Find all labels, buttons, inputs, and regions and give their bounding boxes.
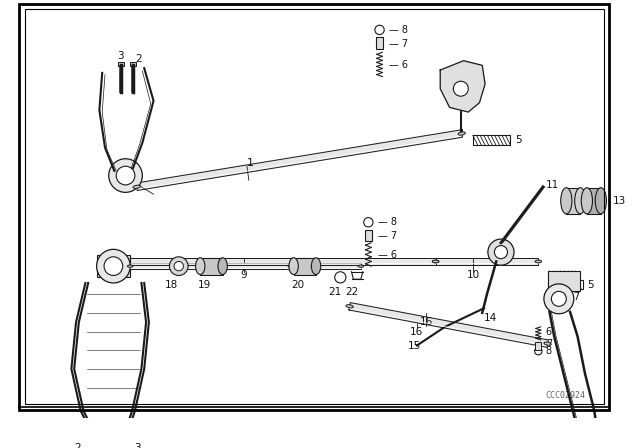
Text: CCC02924: CCC02924 [545,391,585,400]
Circle shape [375,25,384,34]
Text: 2: 2 [135,54,141,64]
Polygon shape [291,263,361,269]
Text: 21: 21 [328,287,341,297]
Ellipse shape [432,260,439,263]
FancyBboxPatch shape [97,255,130,277]
Polygon shape [436,258,538,265]
Circle shape [174,262,184,271]
Circle shape [453,81,468,96]
Circle shape [104,257,123,276]
Text: 5: 5 [515,135,522,145]
Ellipse shape [127,265,133,267]
FancyBboxPatch shape [118,62,124,66]
Ellipse shape [196,258,205,275]
Text: 1: 1 [247,159,254,168]
Circle shape [97,250,130,283]
Ellipse shape [458,132,465,135]
FancyBboxPatch shape [587,188,601,214]
Ellipse shape [358,265,364,267]
Polygon shape [136,130,462,190]
Polygon shape [109,258,436,265]
FancyBboxPatch shape [365,230,372,241]
Ellipse shape [432,260,439,263]
Text: 16: 16 [420,317,433,327]
FancyBboxPatch shape [294,258,316,275]
Text: 11: 11 [546,180,559,190]
FancyBboxPatch shape [376,37,383,49]
Text: 6: 6 [546,327,552,337]
FancyBboxPatch shape [536,342,541,350]
FancyBboxPatch shape [548,280,583,289]
Ellipse shape [346,305,353,308]
Text: 14: 14 [484,313,497,323]
Ellipse shape [544,342,551,345]
Text: 3: 3 [134,443,141,448]
Text: 2: 2 [74,443,81,448]
FancyBboxPatch shape [566,188,580,214]
Ellipse shape [289,258,298,275]
Text: 17: 17 [568,292,581,302]
Ellipse shape [288,265,294,267]
Text: 13: 13 [613,196,627,206]
Text: 5: 5 [587,280,593,290]
Ellipse shape [535,260,541,263]
Circle shape [170,257,188,276]
Text: 9: 9 [241,271,248,280]
Ellipse shape [575,188,586,214]
Text: 3: 3 [118,51,124,61]
Ellipse shape [133,185,140,188]
Text: 10: 10 [467,271,479,280]
Text: 22: 22 [345,287,358,297]
Polygon shape [130,263,305,269]
Circle shape [109,159,142,192]
Text: 4: 4 [458,129,464,138]
Ellipse shape [595,188,607,214]
Ellipse shape [312,258,321,275]
Text: — 8: — 8 [389,25,408,35]
Circle shape [364,218,373,227]
FancyBboxPatch shape [130,62,136,66]
Text: — 8: — 8 [378,217,397,227]
FancyBboxPatch shape [548,271,580,291]
Ellipse shape [106,260,112,263]
Text: — 7: — 7 [389,39,408,49]
Ellipse shape [581,188,593,214]
Polygon shape [440,60,485,112]
Text: 12: 12 [552,292,566,302]
Ellipse shape [561,188,572,214]
Text: 20: 20 [291,280,304,290]
Circle shape [488,239,514,265]
Circle shape [495,246,508,258]
Ellipse shape [218,258,227,275]
Circle shape [552,291,566,306]
Ellipse shape [302,265,308,267]
Text: — 6: — 6 [389,60,408,70]
Text: 8: 8 [546,346,552,356]
Circle shape [116,166,135,185]
Text: 18: 18 [164,280,178,290]
FancyBboxPatch shape [200,258,223,275]
Text: 7: 7 [546,339,552,349]
Text: — 7: — 7 [378,231,397,241]
Circle shape [544,284,574,314]
Text: — 6: — 6 [378,250,397,260]
Circle shape [335,272,346,283]
Text: 19: 19 [197,280,211,290]
Polygon shape [349,303,548,347]
Text: 15: 15 [408,340,421,350]
Text: 16: 16 [410,327,424,336]
Circle shape [534,347,542,355]
